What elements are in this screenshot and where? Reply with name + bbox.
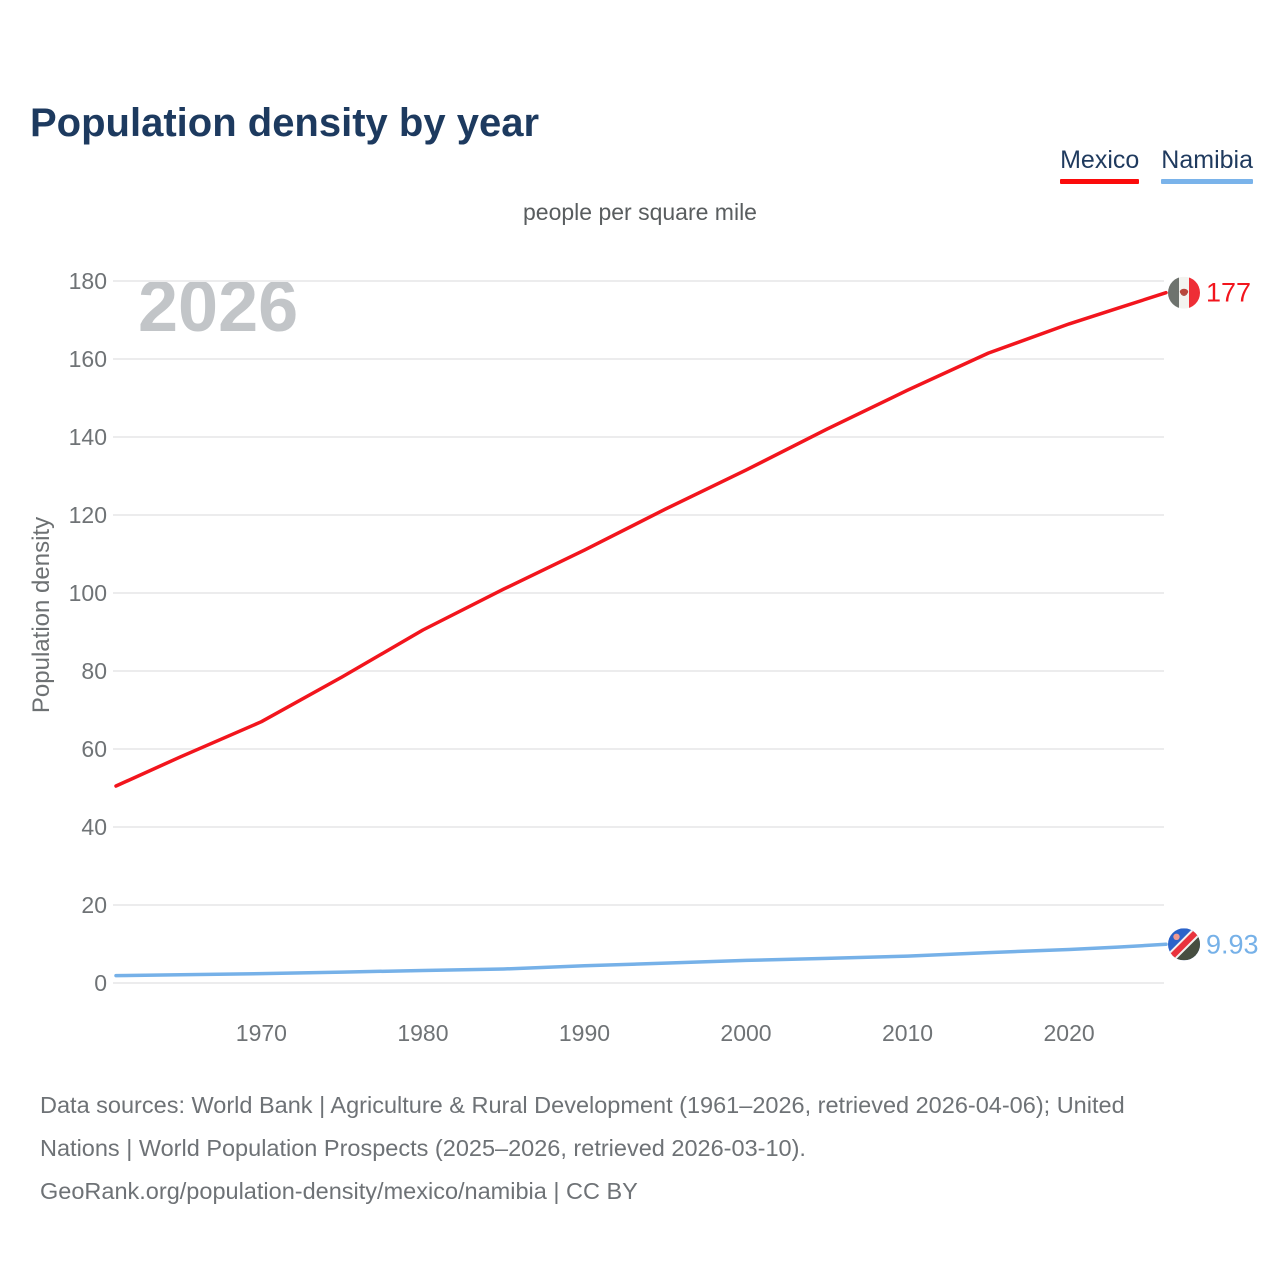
- chart-subtitle: people per square mile: [523, 199, 757, 225]
- end-value-label-mexico: 177: [1206, 278, 1251, 308]
- y-tick-label-180: 180: [69, 268, 107, 294]
- end-markers: 177 9.93: [1166, 277, 1259, 963]
- page-title: Population density by year: [30, 100, 540, 145]
- y-tick-label-140: 140: [69, 424, 107, 450]
- footer-line-2: Nations | World Population Prospects (20…: [40, 1135, 806, 1161]
- gridlines: [113, 280, 1164, 984]
- y-tick-label-20: 20: [81, 892, 107, 918]
- x-tick-label-1970: 1970: [236, 1020, 287, 1046]
- y-tick-label-40: 40: [81, 814, 107, 840]
- x-tick-label-2020: 2020: [1043, 1020, 1094, 1046]
- x-tick-label-1980: 1980: [397, 1020, 448, 1046]
- series-line-namibia[interactable]: [114, 942, 1168, 978]
- legend-label-mexico: Mexico: [1060, 146, 1140, 174]
- legend-label-namibia: Namibia: [1161, 146, 1253, 174]
- x-tick-label-2010: 2010: [882, 1020, 933, 1046]
- axis-tick-labels: 0 20 40 60 80 100 120 140 160 180 1970 1980 1990 2000…: [69, 268, 1095, 1046]
- legend-underline-namibia: [1161, 179, 1253, 184]
- y-tick-label-160: 160: [69, 346, 107, 372]
- y-tick-label-120: 120: [69, 502, 107, 528]
- data-sources-footer: Data sources: World Bank | Agriculture &…: [40, 1084, 1125, 1213]
- mexico-flag-marker: [1168, 277, 1200, 309]
- y-tick-label-0: 0: [94, 970, 107, 996]
- series-lines: [114, 290, 1168, 978]
- y-tick-label-100: 100: [69, 580, 107, 606]
- x-tick-label-1990: 1990: [559, 1020, 610, 1046]
- namibia-flag-marker: [1166, 926, 1202, 962]
- footer-line-3[interactable]: GeoRank.org/population-density/mexico/na…: [40, 1178, 638, 1204]
- legend-item-mexico[interactable]: Mexico: [1060, 146, 1140, 184]
- legend: Mexico Namibia: [1060, 146, 1253, 184]
- y-tick-label-80: 80: [81, 658, 107, 684]
- legend-item-namibia[interactable]: Namibia: [1161, 146, 1253, 184]
- end-value-label-namibia: 9.93: [1206, 929, 1259, 959]
- x-tick-label-2000: 2000: [720, 1020, 771, 1046]
- y-tick-label-60: 60: [81, 736, 107, 762]
- legend-underline-mexico: [1060, 179, 1140, 184]
- footer-line-1: Data sources: World Bank | Agriculture &…: [40, 1092, 1125, 1118]
- series-line-mexico[interactable]: [114, 290, 1168, 788]
